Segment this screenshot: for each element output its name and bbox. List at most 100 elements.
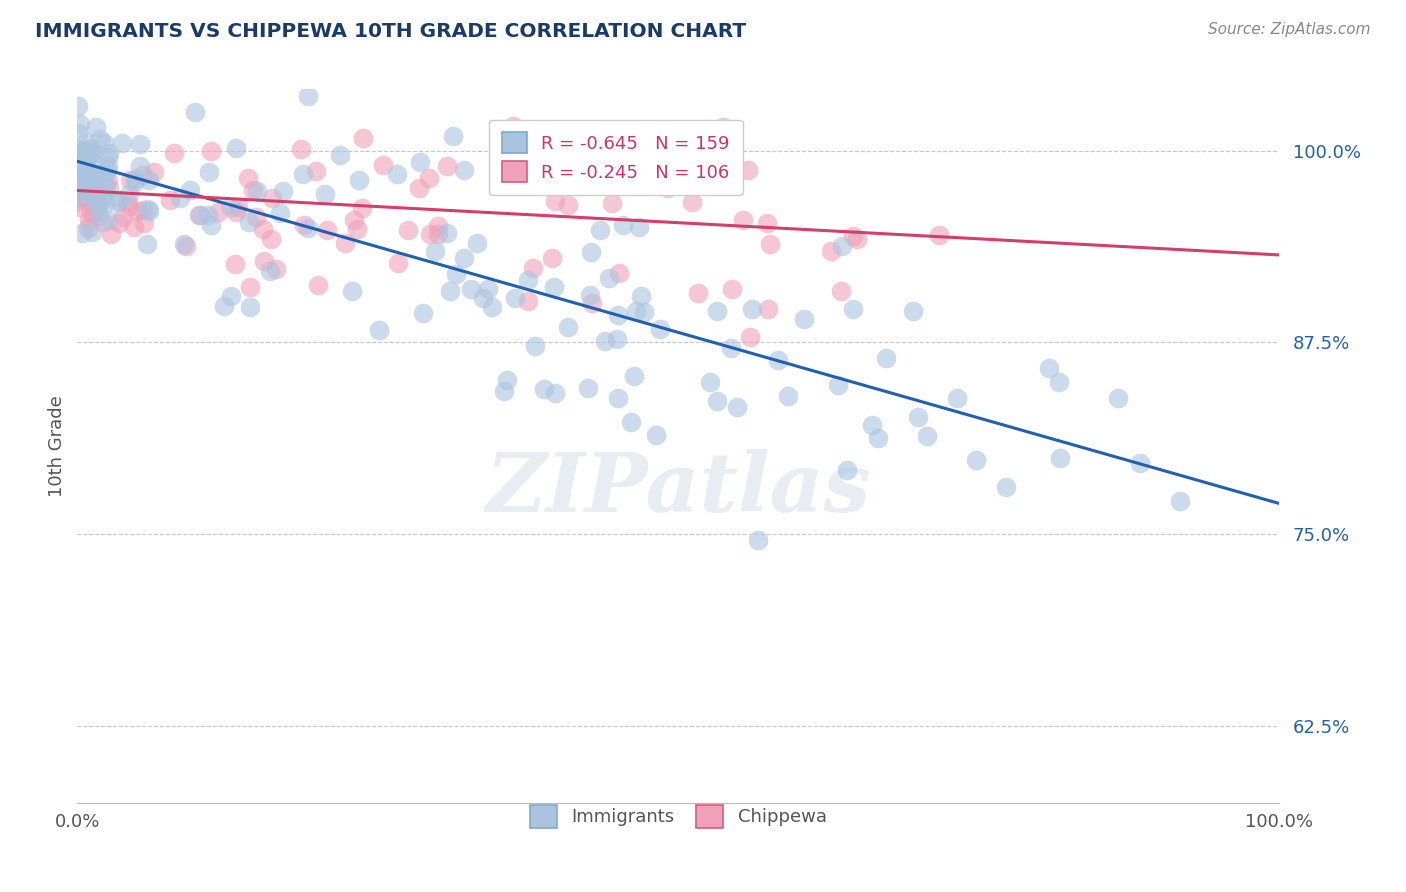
- Point: [77, 221, 100, 235]
- Point: [83, 192, 105, 206]
- Point: [134, 216, 156, 230]
- Point: [517, 273, 540, 287]
- Point: [179, 183, 201, 197]
- Point: [73, 163, 96, 178]
- Point: [76, 178, 98, 192]
- Point: [225, 204, 247, 219]
- Point: [290, 142, 312, 156]
- Point: [645, 428, 668, 442]
- Point: [188, 208, 211, 222]
- Point: [340, 284, 363, 298]
- Point: [307, 277, 329, 292]
- Point: [827, 378, 849, 392]
- Point: [124, 175, 146, 189]
- Point: [246, 185, 269, 199]
- Point: [66, 180, 89, 194]
- Point: [741, 302, 763, 317]
- Point: [612, 218, 634, 232]
- Point: [66, 177, 89, 191]
- Point: [607, 266, 630, 280]
- Point: [793, 312, 815, 326]
- Point: [409, 155, 432, 169]
- Point: [105, 195, 128, 210]
- Point: [77, 145, 100, 160]
- Point: [72, 188, 94, 202]
- Point: [333, 235, 356, 250]
- Point: [138, 172, 160, 186]
- Point: [80, 183, 103, 197]
- Point: [66, 194, 89, 209]
- Point: [75, 182, 97, 196]
- Point: [481, 301, 503, 315]
- Point: [737, 163, 759, 178]
- Point: [66, 99, 89, 113]
- Point: [524, 339, 547, 353]
- Point: [418, 171, 440, 186]
- Point: [76, 172, 98, 186]
- Point: [66, 189, 89, 203]
- Point: [387, 255, 409, 269]
- Point: [412, 306, 434, 320]
- Point: [495, 373, 517, 387]
- Point: [82, 226, 104, 240]
- Point: [1168, 494, 1191, 508]
- Point: [83, 168, 105, 182]
- Point: [260, 232, 283, 246]
- Point: [111, 210, 134, 224]
- Point: [200, 144, 222, 158]
- Point: [253, 253, 276, 268]
- Point: [465, 236, 488, 251]
- Point: [94, 195, 117, 210]
- Point: [239, 300, 262, 314]
- Point: [271, 184, 294, 198]
- Point: [77, 212, 100, 227]
- Point: [740, 330, 762, 344]
- Point: [1047, 375, 1070, 389]
- Point: [80, 206, 103, 220]
- Point: [607, 308, 630, 322]
- Point: [477, 282, 499, 296]
- Text: Source: ZipAtlas.com: Source: ZipAtlas.com: [1208, 22, 1371, 37]
- Point: [76, 186, 98, 200]
- Point: [115, 194, 138, 209]
- Point: [842, 302, 865, 317]
- Point: [69, 172, 91, 186]
- Point: [67, 148, 90, 162]
- Point: [557, 197, 579, 211]
- Point: [600, 195, 623, 210]
- Point: [329, 148, 352, 162]
- Point: [72, 143, 94, 157]
- Point: [97, 150, 120, 164]
- Point: [242, 183, 264, 197]
- Point: [69, 117, 91, 131]
- Point: [96, 178, 118, 193]
- Point: [82, 156, 104, 170]
- Point: [543, 280, 565, 294]
- Point: [866, 431, 889, 445]
- Point: [441, 128, 464, 143]
- Point: [342, 213, 364, 227]
- Point: [98, 145, 121, 160]
- Point: [598, 270, 620, 285]
- Point: [110, 136, 132, 151]
- Point: [352, 131, 374, 145]
- Point: [159, 193, 181, 207]
- Point: [260, 191, 283, 205]
- Point: [860, 417, 883, 432]
- Point: [297, 221, 319, 235]
- Point: [436, 159, 458, 173]
- Point: [759, 237, 782, 252]
- Point: [733, 212, 755, 227]
- Point: [129, 159, 152, 173]
- Point: [576, 381, 599, 395]
- Point: [224, 257, 246, 271]
- Legend: Immigrants, Chippewa: Immigrants, Chippewa: [517, 793, 839, 840]
- Point: [252, 221, 274, 235]
- Point: [408, 180, 430, 194]
- Point: [94, 167, 117, 181]
- Point: [907, 410, 929, 425]
- Point: [70, 161, 93, 175]
- Point: [607, 391, 630, 405]
- Point: [94, 186, 117, 201]
- Point: [226, 200, 249, 214]
